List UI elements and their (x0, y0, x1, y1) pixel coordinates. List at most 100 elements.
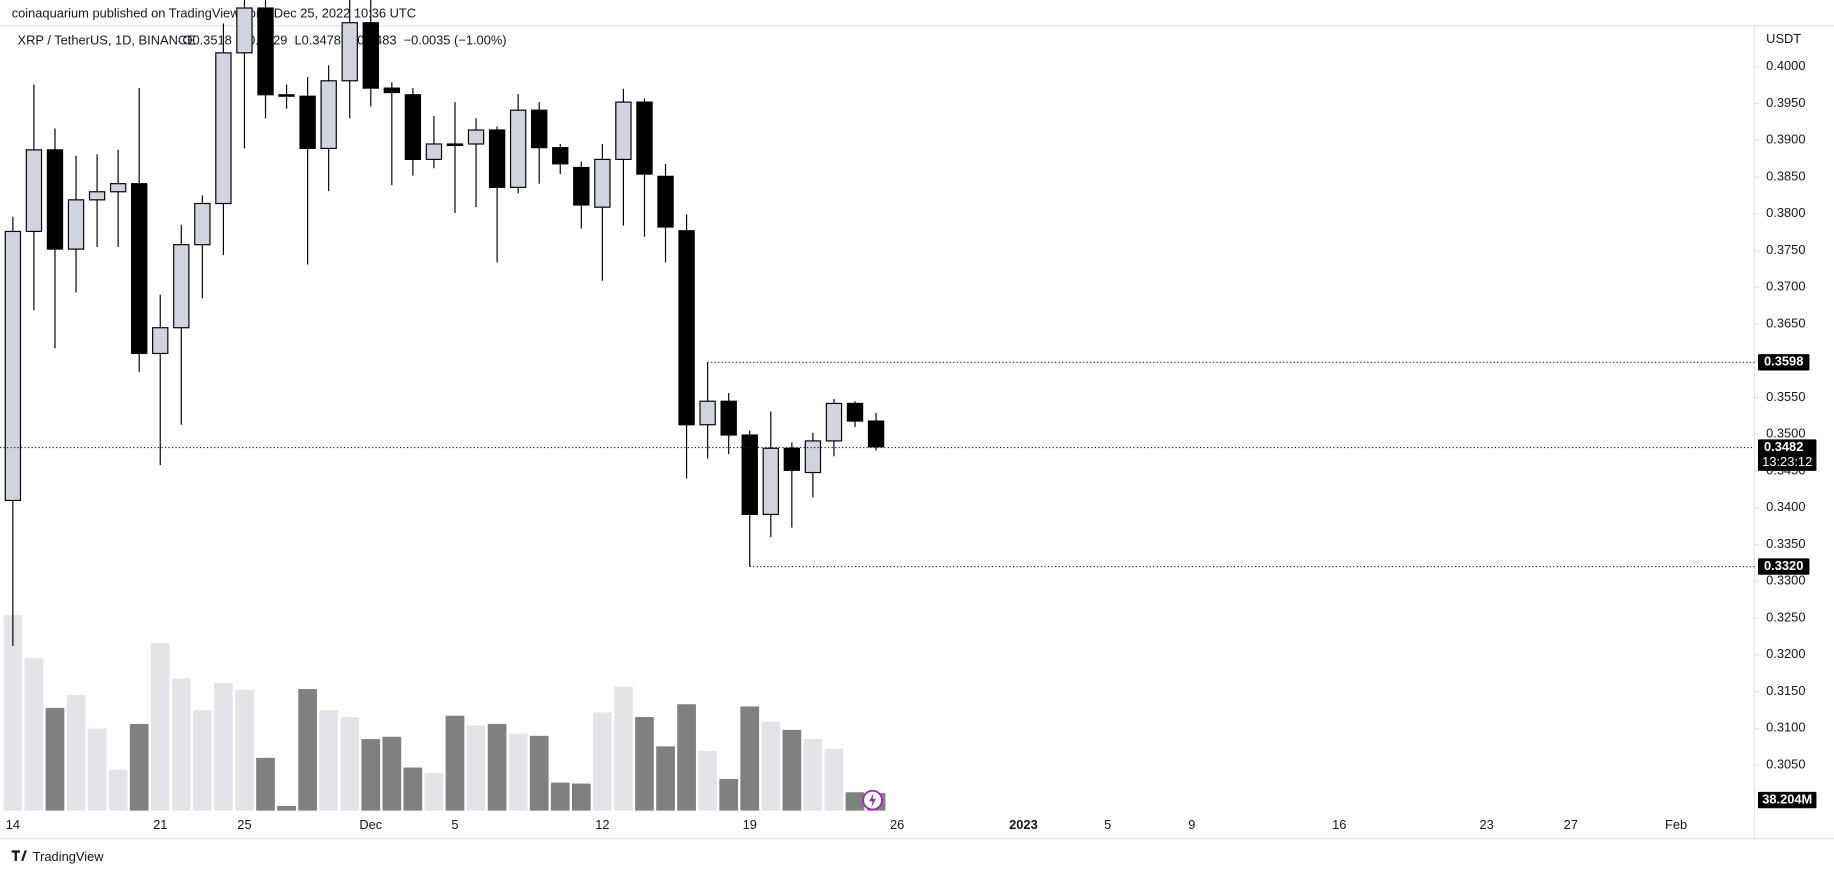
volume-bar (424, 773, 444, 811)
volume-bar (340, 717, 360, 811)
candle-body (425, 143, 443, 161)
legend-item: −0.0035 (−1.00%) (404, 32, 507, 47)
volume-bar (319, 710, 339, 811)
footer-logo: TradingView (11, 849, 104, 864)
volume-bar (656, 746, 675, 811)
volume-bar (382, 736, 402, 811)
candle-body (594, 158, 611, 208)
volume-bar (593, 712, 612, 811)
candle-body (678, 230, 695, 426)
x-tick-label: 19 (743, 817, 757, 832)
volume-bar (24, 658, 44, 811)
volume-bar (550, 782, 570, 811)
currency: USDT (1766, 31, 1801, 46)
volume-bar (803, 739, 823, 811)
candle-body (615, 101, 632, 161)
volume-bar (719, 778, 739, 811)
volume-bar (361, 739, 381, 811)
candle-body (552, 147, 569, 165)
y-tick-label: 0.3550 (1766, 389, 1805, 404)
volume-bar (782, 729, 802, 811)
x-tick-label: 26 (890, 817, 904, 832)
volume-bar (466, 725, 486, 811)
volume-bar (403, 767, 423, 811)
candle-body (362, 22, 379, 89)
volume-bar (445, 715, 465, 811)
x-tick-label: 9 (1188, 817, 1195, 832)
candle-body (467, 129, 485, 145)
last-price-label: 0.3482 (1764, 439, 1803, 454)
volume-bar (824, 748, 844, 811)
y-tick-label: 0.3300 (1766, 573, 1805, 588)
y-tick-label: 0.3050 (1766, 756, 1805, 771)
candle-body (152, 327, 169, 355)
volume-bar (277, 806, 296, 811)
volume-bar (108, 769, 128, 811)
volume-bar (487, 723, 507, 811)
volume-bar (171, 678, 191, 811)
candle-body (573, 166, 590, 206)
volume-bar (150, 643, 170, 811)
y-tick-label: 0.3900 (1766, 132, 1805, 147)
candle-body (109, 183, 127, 193)
candle-body (867, 420, 885, 448)
candle-body (194, 202, 211, 246)
volume-bar (87, 728, 107, 811)
y-tick-label: 0.3750 (1766, 242, 1805, 257)
x-tick-label: 2023 (1009, 817, 1038, 832)
candle-body (383, 87, 401, 94)
candle-body (88, 191, 106, 201)
candle-body (236, 7, 253, 54)
x-tick-label: 27 (1564, 817, 1578, 832)
y-tick-label: 0.3700 (1766, 279, 1805, 294)
candle-body (404, 94, 422, 161)
volume-bar (677, 704, 696, 811)
x-tick-label: Feb (1665, 817, 1687, 832)
candle-body (657, 175, 674, 228)
y-tick-label: 0.3400 (1766, 499, 1805, 514)
x-tick-label: 5 (451, 817, 458, 832)
candle-body (341, 22, 358, 82)
candle-body (783, 447, 801, 471)
header: coinaquarium published on TradingView.co… (12, 5, 416, 20)
legend-item: L0.3478 (294, 32, 340, 47)
x-tick-label: 16 (1332, 817, 1346, 832)
price-label-box (1757, 558, 1810, 575)
x-tick-label: 23 (1479, 817, 1493, 832)
volume-bar (214, 683, 233, 811)
volume-bar (761, 721, 781, 811)
last-price-box (1757, 439, 1817, 471)
volume-bar (508, 733, 528, 811)
candle-body (699, 400, 716, 426)
candle-body (320, 80, 337, 149)
x-tick-label: 5 (1104, 817, 1111, 832)
y-tick-label: 0.3950 (1766, 95, 1805, 110)
x-tick-label: Dec (359, 817, 382, 832)
candle-body (46, 149, 64, 250)
symbol: XRP / TetherUS, 1D, BINANCE (18, 32, 197, 47)
candle-body (636, 101, 653, 175)
candle-body (804, 440, 822, 474)
y-tick-label: 0.3650 (1766, 315, 1805, 330)
price-label-box (1757, 354, 1810, 371)
candle-body (4, 230, 22, 502)
y-tick-label: 0.4000 (1766, 58, 1805, 73)
footer: TradingView (33, 849, 104, 864)
volume-bar (192, 710, 212, 811)
y-tick-label: 0.3800 (1766, 205, 1805, 220)
y-tick-label: 0.3500 (1766, 426, 1805, 441)
candle-body (846, 402, 864, 422)
countdown: 13:23:12 (1762, 454, 1812, 469)
volume-bar (571, 783, 591, 811)
candle-body (825, 402, 843, 442)
y-tick-label: 0.3150 (1766, 683, 1805, 698)
event-icon-bolt (869, 793, 877, 808)
x-tick-label: 21 (153, 817, 167, 832)
candle-body (509, 109, 527, 188)
volume-bar (614, 686, 633, 811)
candle-body (531, 109, 548, 149)
y-tick-label: 0.3200 (1766, 646, 1805, 661)
y-tick-label: 0.3100 (1766, 720, 1805, 735)
volume-label-box (1757, 791, 1817, 809)
